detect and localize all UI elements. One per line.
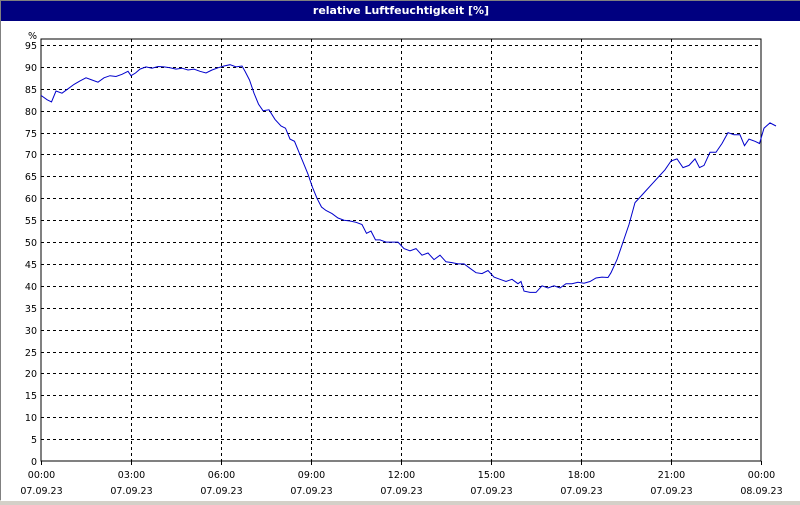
y-tick-label: 0 [31,457,37,468]
x-tick-time-label: 15:00 [478,470,505,481]
y-tick-label: 55 [25,216,37,227]
y-tick-label: 30 [25,326,37,337]
x-tick-time-label: 06:00 [208,470,235,481]
x-tick-date-label: 08.09.23 [740,486,782,497]
x-tick-date-label: 07.09.23 [200,486,242,497]
y-tick-label: 35 [25,304,37,315]
x-tick-time-label: 00:00 [748,470,775,481]
y-tick-label: 60 [25,194,37,205]
x-tick-time-label: 00:00 [28,470,55,481]
y-axis-label: % [28,31,37,42]
y-tick-label: 5 [31,435,37,446]
y-tick-label: 95 [25,41,37,52]
x-tick-time-label: 09:00 [298,470,325,481]
humidity-line-chart: 0 5 10 15 20 25 30 35 40 45 50 55 60 65 70 75 80 85 90 95% 0… [20,31,782,497]
chart-title: relative Luftfeuchtigkeit [%] [1,1,800,21]
x-tick-date-label: 07.09.23 [650,486,692,497]
x-tick-date-label: 07.09.23 [110,486,152,497]
y-tick-label: 90 [25,63,37,74]
x-tick-time-label: 03:00 [118,470,145,481]
y-tick-label: 75 [25,129,37,140]
x-tick-date-label: 07.09.23 [380,486,422,497]
x-tick-date-label: 07.09.23 [470,486,512,497]
y-tick-label: 50 [25,238,37,249]
y-tick-label: 45 [25,260,37,271]
x-tick-date-label: 07.09.23 [560,486,602,497]
y-tick-label: 10 [25,413,37,424]
y-tick-label: 25 [25,348,37,359]
y-tick-label: 20 [25,369,37,380]
y-tick-label: 15 [25,391,37,402]
x-tick-time-label: 18:00 [568,470,595,481]
x-tick-time-label: 21:00 [658,470,685,481]
y-tick-label: 65 [25,172,37,183]
humidity-series-line [40,64,777,293]
y-tick-label: 80 [25,107,37,118]
chart-area: 0 5 10 15 20 25 30 35 40 45 50 55 60 65 70 75 80 85 90 95% 0… [1,21,800,501]
y-tick-label: 85 [25,85,37,96]
y-tick-label: 40 [25,282,37,293]
x-tick-date-label: 07.09.23 [290,486,332,497]
y-tick-label: 70 [25,150,37,161]
x-tick-time-label: 12:00 [388,470,415,481]
x-tick-date-label: 07.09.23 [20,486,62,497]
